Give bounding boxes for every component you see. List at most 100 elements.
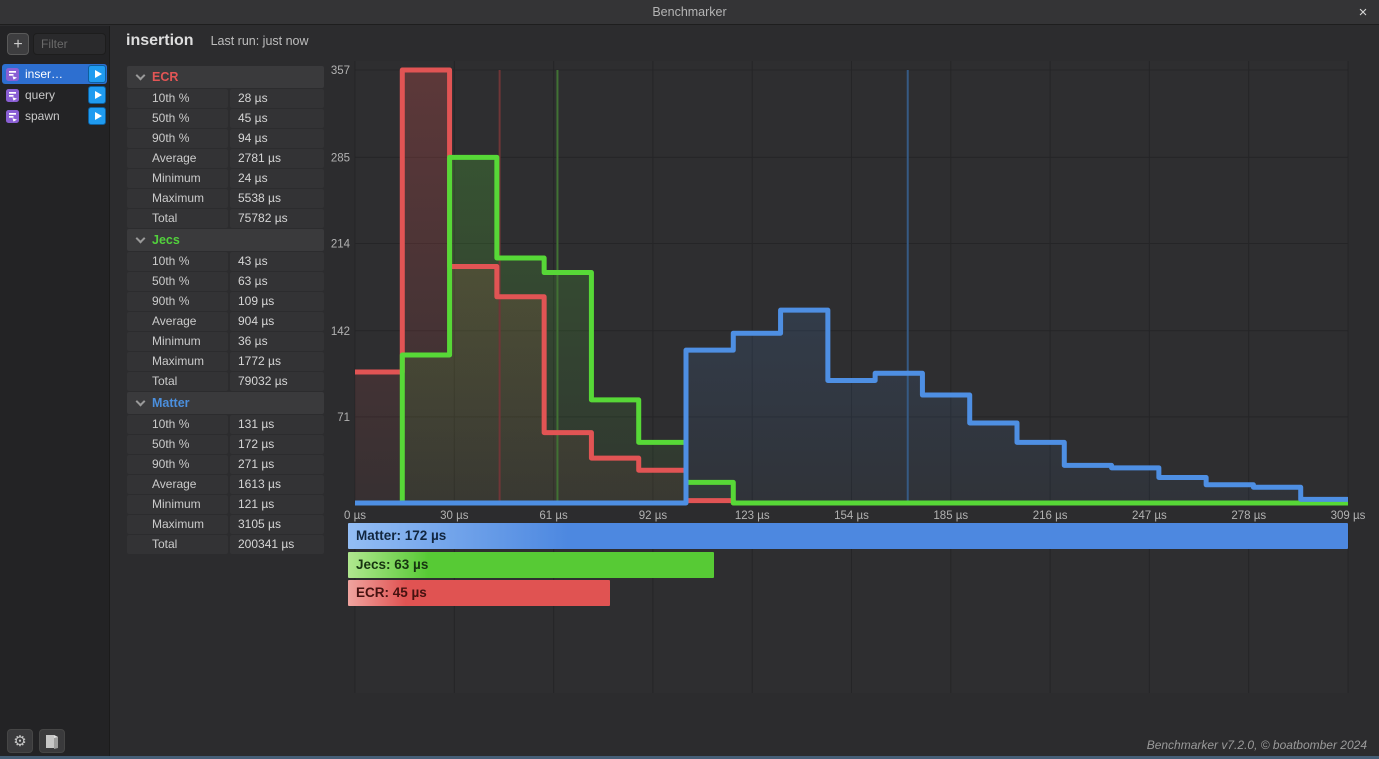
sidebar-item-label: query	[25, 88, 56, 102]
stats-row: 50th % 172 µs	[127, 435, 324, 454]
stats-section-name: ECR	[152, 70, 179, 84]
y-axis-tick-label: 285	[331, 152, 350, 164]
x-axis-tick-label: 0 µs	[344, 510, 366, 522]
stats-section-header-ECR[interactable]: ECR	[127, 66, 324, 88]
play-icon	[94, 112, 102, 120]
stats-value: 45 µs	[230, 109, 324, 128]
stats-label: 10th %	[127, 252, 228, 271]
docs-button[interactable]	[39, 729, 65, 753]
stats-section-name: Matter	[152, 396, 190, 410]
window-bottom-edge	[0, 756, 1379, 759]
x-axis-tick-label: 123 µs	[735, 510, 770, 522]
sidebar-item-label: inser…	[25, 67, 64, 81]
book-icon	[46, 734, 58, 749]
stats-row: 10th % 131 µs	[127, 415, 324, 434]
stats-value: 3105 µs	[230, 515, 324, 534]
y-axis-tick-label: 214	[331, 238, 351, 250]
result-bar-label: ECR: 45 µs	[356, 585, 427, 600]
gear-icon: ⚙	[13, 731, 27, 750]
stats-value: 79032 µs	[230, 372, 324, 391]
sidebar: + inser… query spawn ⚙	[0, 26, 110, 759]
window-title: Benchmarker	[652, 5, 727, 19]
add-benchmark-button[interactable]: +	[7, 33, 29, 55]
stats-label: 90th %	[127, 292, 228, 311]
x-axis-tick-label: 247 µs	[1132, 510, 1167, 522]
play-icon	[94, 70, 102, 78]
title-bar: Benchmarker ×	[0, 0, 1379, 25]
settings-button[interactable]: ⚙	[7, 729, 33, 753]
stats-label: 90th %	[127, 455, 228, 474]
stats-label: Maximum	[127, 189, 228, 208]
chevron-down-icon	[135, 396, 146, 407]
stats-value: 200341 µs	[230, 535, 324, 554]
x-axis-tick-label: 30 µs	[440, 510, 469, 522]
sidebar-item-label: spawn	[25, 109, 60, 123]
stats-panel: ECR 10th % 28 µs 50th % 45 µs 90th % 94 µs Aver…	[127, 66, 324, 555]
y-axis-tick-label: 357	[331, 65, 350, 77]
result-bar-Jecs: Jecs: 63 µs	[348, 552, 714, 578]
stats-row: 50th % 63 µs	[127, 272, 324, 291]
stats-row: 90th % 109 µs	[127, 292, 324, 311]
stats-row: Average 904 µs	[127, 312, 324, 331]
stats-label: Minimum	[127, 495, 228, 514]
result-bar-Matter: Matter: 172 µs	[348, 523, 1348, 549]
stats-value: 5538 µs	[230, 189, 324, 208]
y-axis-tick-label: 142	[331, 326, 350, 338]
stats-value: 2781 µs	[230, 149, 324, 168]
stats-section-header-Jecs[interactable]: Jecs	[127, 229, 324, 251]
histogram-line-Matter	[355, 307, 1348, 506]
stats-label: Minimum	[127, 169, 228, 188]
version-footer: Benchmarker v7.2.0, © boatbomber 2024	[1146, 738, 1367, 752]
breadcrumb: insertion Last run: just now	[126, 32, 309, 50]
stats-row: 10th % 43 µs	[127, 252, 324, 271]
stats-label: Average	[127, 312, 228, 331]
stats-row: Total 200341 µs	[127, 535, 324, 554]
stats-value: 131 µs	[230, 415, 324, 434]
stats-row: 10th % 28 µs	[127, 89, 324, 108]
stats-value: 109 µs	[230, 292, 324, 311]
stats-label: Maximum	[127, 515, 228, 534]
stats-label: Average	[127, 475, 228, 494]
stats-row: Average 2781 µs	[127, 149, 324, 168]
x-axis-tick-label: 61 µs	[539, 510, 568, 522]
stats-value: 271 µs	[230, 455, 324, 474]
page-title: insertion	[126, 32, 194, 49]
stats-label: 50th %	[127, 109, 228, 128]
close-icon[interactable]: ×	[1353, 3, 1373, 22]
benchmark-list: inser… query spawn	[2, 64, 107, 127]
last-run-status: Last run: just now	[210, 34, 309, 48]
run-benchmark-button[interactable]	[88, 86, 106, 104]
stats-label: 50th %	[127, 272, 228, 291]
stats-value: 1772 µs	[230, 352, 324, 371]
run-benchmark-button[interactable]	[88, 65, 106, 83]
script-icon	[6, 109, 19, 123]
sidebar-item-query[interactable]: query	[2, 85, 107, 105]
script-icon	[6, 67, 19, 81]
stats-value: 121 µs	[230, 495, 324, 514]
sidebar-item-spawn[interactable]: spawn	[2, 106, 107, 126]
stats-label: 10th %	[127, 89, 228, 108]
stats-row: Minimum 24 µs	[127, 169, 324, 188]
histogram-chart: 71 142 214 285 357 0 µs 30 µs 61 µs 92 µs 123 µs 1…	[331, 61, 1366, 693]
stats-label: 50th %	[127, 435, 228, 454]
run-benchmark-button[interactable]	[88, 107, 106, 125]
sidebar-item-inser[interactable]: inser…	[2, 64, 107, 84]
stats-row: 50th % 45 µs	[127, 109, 324, 128]
x-axis-tick-label: 185 µs	[933, 510, 968, 522]
chevron-down-icon	[135, 233, 146, 244]
stats-value: 172 µs	[230, 435, 324, 454]
stats-value: 36 µs	[230, 332, 324, 351]
stats-value: 1613 µs	[230, 475, 324, 494]
x-axis-tick-label: 278 µs	[1231, 510, 1266, 522]
stats-label: Minimum	[127, 332, 228, 351]
stats-label: Total	[127, 209, 228, 228]
histogram-line-Jecs	[355, 154, 1348, 506]
stats-section-header-Matter[interactable]: Matter	[127, 392, 324, 414]
stats-value: 43 µs	[230, 252, 324, 271]
result-bar-label: Jecs: 63 µs	[356, 557, 429, 572]
stats-row: Total 75782 µs	[127, 209, 324, 228]
result-bar-label: Matter: 172 µs	[356, 528, 447, 543]
stats-row: 90th % 271 µs	[127, 455, 324, 474]
filter-input[interactable]	[33, 33, 106, 55]
